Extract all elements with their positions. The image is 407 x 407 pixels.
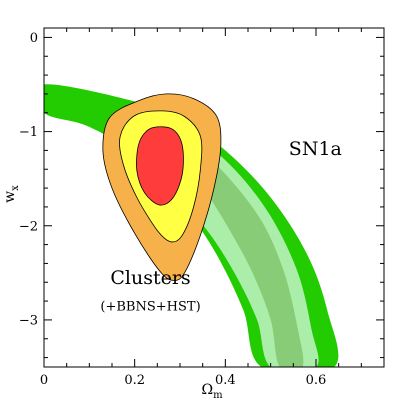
y-tick-label: 0 xyxy=(30,31,38,46)
confidence-regions xyxy=(44,84,339,367)
y-axis-label: wx xyxy=(2,185,21,203)
region-clusters-inner xyxy=(136,126,184,206)
y-axis-label-subscript: x xyxy=(10,185,21,191)
y-tick-label: −2 xyxy=(19,219,38,234)
annotation-sn1a: SN1a xyxy=(289,138,342,160)
plot-frame xyxy=(43,27,385,368)
tick-labels: 0 0.2 0.4 0.6 0 −1 −2 −3 xyxy=(19,31,327,388)
region-sn1a-inner xyxy=(185,140,304,367)
x-tick-label: 0 xyxy=(40,373,48,388)
y-axis-label-symbol: w xyxy=(2,191,18,203)
annotation-clusters-subtitle: (+BBNS+HST) xyxy=(100,300,200,315)
annotation-clusters: Clusters xyxy=(110,267,190,289)
x-tick-label: 0.4 xyxy=(215,373,236,388)
x-axis-label-subscript: m xyxy=(213,390,223,401)
x-axis-label-symbol: Ω xyxy=(201,382,213,398)
x-tick-label: 0.6 xyxy=(306,373,327,388)
x-tick-label: 0.2 xyxy=(124,373,145,388)
y-tick-label: −3 xyxy=(19,313,38,328)
y-tick-label: −1 xyxy=(19,125,38,140)
x-axis-label: Ωm xyxy=(201,382,223,401)
